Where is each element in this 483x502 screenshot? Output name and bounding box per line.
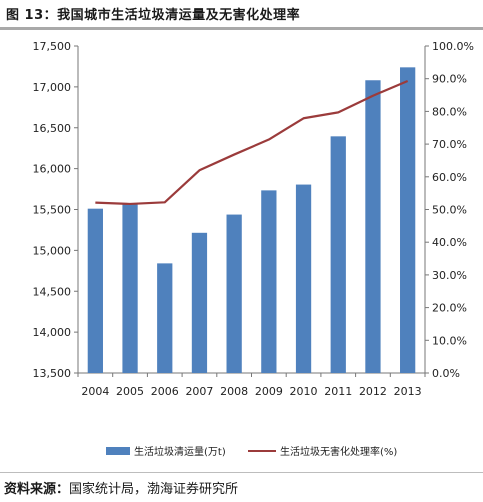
left-tick-label: 17,500 <box>33 40 72 53</box>
source-label: 资料来源： <box>4 482 70 497</box>
bar-2005 <box>122 203 138 373</box>
x-tick-label: 2007 <box>185 385 213 398</box>
right-tick-label: 100.0% <box>432 40 474 53</box>
x-tick-label: 2010 <box>290 385 318 398</box>
bar-2009 <box>261 190 277 373</box>
bar-2013 <box>400 67 416 374</box>
left-tick-label: 17,000 <box>33 81 72 94</box>
source-divider <box>0 472 483 473</box>
right-tick-label: 60.0% <box>432 171 467 184</box>
right-tick-label: 20.0% <box>432 302 467 315</box>
left-tick-label: 16,000 <box>33 163 72 176</box>
right-y-axis: 0.0% 10.0% 20.0% 30.0% 40.0% 50.0% 60.0% 70.0% 8… <box>424 40 474 380</box>
right-tick-label: 80.0% <box>432 105 467 118</box>
source-text: 国家统计局，渤海证券研究所 <box>69 482 239 497</box>
legend-line-label: 生活垃圾无害化处理率(%) <box>280 445 397 458</box>
bar-2008 <box>226 214 242 373</box>
x-axis: 2004 2005 2006 2007 2008 2009 2010 2011 2012 2013 <box>77 372 426 398</box>
left-tick-label: 13,500 <box>33 367 72 380</box>
left-tick-label: 15,500 <box>33 204 72 217</box>
bar-2006 <box>157 263 173 373</box>
figure-title: 图 13：我国城市生活垃圾清运量及无害化处理率 <box>6 8 301 23</box>
source-note: 资料来源：国家统计局，渤海证券研究所 <box>4 478 238 497</box>
right-tick-label: 40.0% <box>432 236 467 249</box>
bar-2011 <box>330 136 346 373</box>
right-tick-label: 10.0% <box>432 334 467 347</box>
x-tick-label: 2009 <box>255 385 283 398</box>
left-tick-label: 14,000 <box>33 326 72 339</box>
bar-2007 <box>191 232 208 373</box>
x-tick-label: 2008 <box>220 385 248 398</box>
left-tick-label: 14,500 <box>33 285 72 298</box>
x-tick-label: 2004 <box>81 385 109 398</box>
right-tick-label: 90.0% <box>432 73 467 86</box>
x-tick-label: 2012 <box>359 385 387 398</box>
x-tick-label: 2005 <box>116 385 144 398</box>
left-tick-label: 15,000 <box>33 244 72 257</box>
bar-2004 <box>87 208 103 373</box>
right-tick-label: 0.0% <box>432 367 460 380</box>
legend-bar-swatch <box>106 447 130 455</box>
rate-line <box>95 79 409 206</box>
legend: 生活垃圾清运量(万t) 生活垃圾无害化处理率(%) <box>106 445 397 458</box>
combo-chart: 13,500 14,000 14,500 15,000 15,500 16,000 16,5… <box>33 40 474 458</box>
x-tick-label: 2011 <box>324 385 352 398</box>
bar-2012 <box>365 80 381 374</box>
left-y-axis: 13,500 14,000 14,500 15,000 15,500 16,000 16,5… <box>33 40 79 380</box>
bar-series <box>87 67 416 374</box>
right-tick-label: 50.0% <box>432 204 467 217</box>
bar-2010 <box>295 184 312 373</box>
right-tick-label: 70.0% <box>432 138 467 151</box>
left-tick-label: 16,500 <box>33 122 72 135</box>
x-tick-label: 2013 <box>394 385 422 398</box>
x-tick-label: 2006 <box>151 385 179 398</box>
legend-bar-label: 生活垃圾清运量(万t) <box>134 445 226 458</box>
right-tick-label: 30.0% <box>432 269 467 282</box>
line-series <box>95 79 409 206</box>
title-divider <box>0 27 483 30</box>
